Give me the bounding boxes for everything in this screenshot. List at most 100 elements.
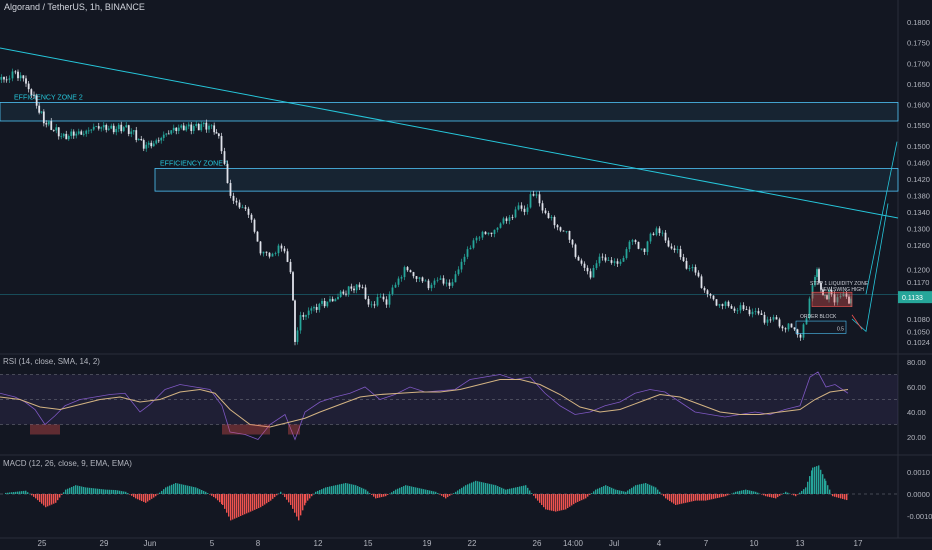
macd-bar	[103, 489, 105, 494]
candle-body	[100, 127, 103, 129]
candle-body	[541, 203, 544, 211]
candle-body	[706, 290, 709, 295]
candle-body	[177, 127, 180, 131]
macd-bar	[75, 485, 77, 494]
candle-body	[463, 256, 466, 262]
macd-bar	[553, 494, 555, 512]
macd-bar	[693, 494, 695, 502]
macd-bar	[425, 489, 427, 494]
macd-bar	[119, 490, 121, 494]
macd-bar	[45, 494, 47, 508]
macd-bar	[840, 494, 842, 499]
candle-body	[574, 244, 577, 257]
macd-bar	[723, 494, 725, 497]
macd-bar	[389, 493, 391, 495]
macd-bar	[820, 469, 822, 494]
macd-bar	[137, 494, 139, 500]
candle-body	[30, 89, 33, 95]
candle-body	[412, 272, 415, 277]
candle-body	[406, 267, 409, 271]
macd-bar	[335, 485, 337, 494]
macd-bar	[625, 491, 627, 494]
macd-bar	[489, 483, 491, 494]
candle-body	[816, 269, 818, 277]
macd-bar	[749, 490, 751, 494]
macd-bar	[435, 491, 437, 494]
candle-body	[182, 125, 185, 131]
macd-bar	[260, 494, 262, 508]
macd-bar	[822, 474, 824, 494]
macd-bar	[581, 494, 583, 501]
macd-bar	[731, 493, 733, 495]
candle-body	[8, 78, 11, 80]
macd-bar	[791, 494, 793, 495]
candle-body	[502, 218, 505, 224]
macd-bar	[371, 494, 373, 495]
macd-bar	[569, 494, 571, 507]
candle-body	[259, 241, 262, 254]
candle-body	[511, 217, 514, 219]
candle-body	[172, 127, 175, 131]
macd-bar	[473, 481, 475, 494]
macd-bar	[499, 486, 501, 494]
macd-bar	[292, 494, 294, 509]
macd-bar	[264, 494, 266, 505]
macd-bar	[477, 481, 479, 494]
date-tick-label: 7	[704, 539, 709, 548]
macd-bar	[135, 494, 137, 499]
candle-body	[247, 208, 250, 215]
macd-bar	[207, 493, 209, 494]
macd-bar	[57, 494, 59, 501]
order-block-box	[795, 320, 847, 334]
candle-body	[766, 319, 769, 323]
macd-bar	[201, 490, 203, 494]
macd-bar	[97, 488, 99, 494]
macd-bar	[825, 480, 827, 494]
macd-bar	[315, 491, 317, 494]
macd-bar	[195, 487, 197, 494]
candle-body	[781, 326, 784, 329]
macd-bar	[549, 494, 551, 511]
candle-body	[339, 291, 342, 297]
macd-bar	[459, 489, 461, 494]
candle-body	[286, 251, 289, 262]
candle-body	[14, 71, 17, 73]
macd-bar	[395, 489, 397, 494]
macd-bar	[304, 494, 306, 506]
macd-bar	[541, 494, 543, 505]
candle-body	[848, 296, 850, 304]
macd-bar	[69, 487, 71, 494]
candle-body	[655, 228, 658, 235]
macd-bar	[803, 489, 805, 494]
macd-bar	[645, 483, 647, 494]
candle-body	[283, 248, 286, 252]
macd-bar	[787, 492, 789, 494]
candle-body	[17, 71, 19, 79]
macd-bar	[465, 485, 467, 494]
down-arrow	[851, 314, 863, 330]
macd-bar	[617, 490, 619, 494]
rsi-ma-line	[0, 379, 849, 428]
macd-bar	[268, 494, 270, 502]
macd-bar	[761, 494, 763, 495]
candle-body	[833, 294, 836, 303]
macd-bar	[521, 486, 523, 494]
macd-bar	[529, 490, 531, 494]
candle-body	[547, 213, 550, 219]
candle-body	[661, 232, 664, 234]
candle-body	[622, 258, 625, 262]
candle-body	[727, 301, 730, 307]
candle-body	[481, 231, 484, 238]
macd-bar	[171, 484, 173, 494]
macd-bar	[173, 483, 175, 494]
macd-bar	[675, 494, 677, 505]
macd-bar	[699, 494, 701, 501]
candle-body	[628, 241, 631, 250]
macd-bar	[221, 494, 223, 505]
macd-bar	[681, 494, 683, 504]
date-tick-label: 22	[468, 539, 477, 548]
candle-body	[718, 304, 721, 306]
candle-body	[65, 133, 68, 140]
macd-bar	[290, 494, 292, 505]
